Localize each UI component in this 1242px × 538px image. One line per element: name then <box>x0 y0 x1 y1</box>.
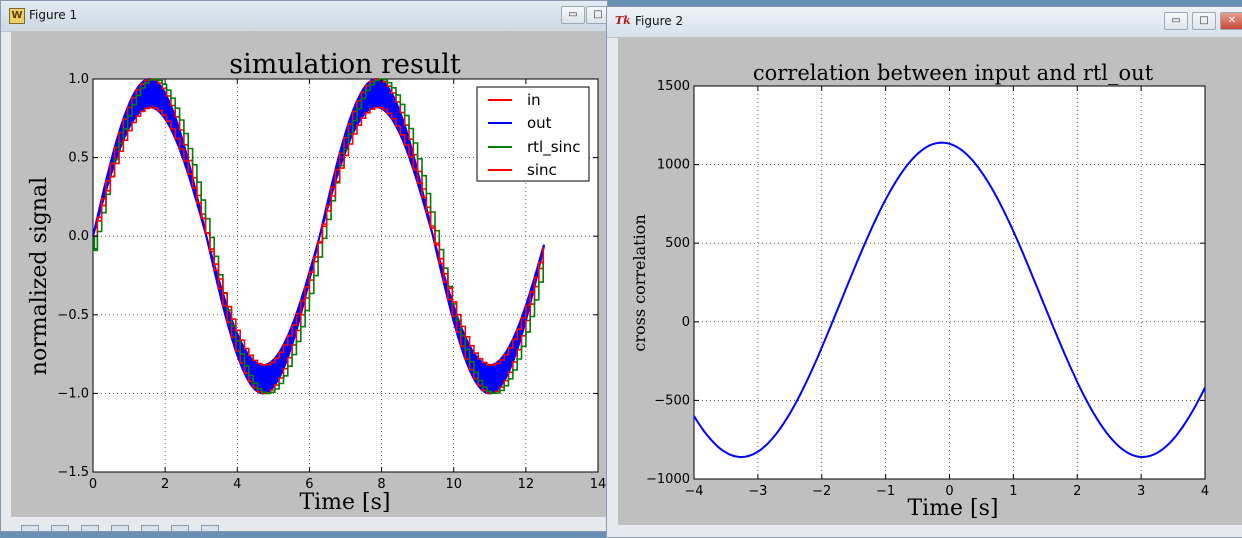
x-tick-label: 1 <box>1009 484 1017 499</box>
y-tick-label: 500 <box>665 236 690 251</box>
series-sinc-line <box>93 106 544 366</box>
grid-lines <box>694 86 1205 479</box>
y-tick-label: 1500 <box>657 79 690 94</box>
legend-box <box>476 86 590 182</box>
series-out-band <box>92 78 545 395</box>
legend-label-out: out <box>527 114 552 132</box>
y-tick-label: 1000 <box>657 158 690 173</box>
x-tick-label: 14 <box>590 477 607 492</box>
forward-icon[interactable] <box>81 525 99 531</box>
x-tick-label: −4 <box>684 484 703 499</box>
y-tick-label: −1000 <box>646 472 690 487</box>
figure-2-titlebar[interactable]: Tk Figure 2 ▭ □ ✕ <box>607 7 1242 38</box>
y-tick-label: 0 <box>682 315 690 330</box>
x-tick-label: 8 <box>377 477 385 492</box>
x-tick-label: 2 <box>161 477 169 492</box>
correlation-plot: −4 −3 −2 −1 0 1 2 3 4 1500 1000 500 0 −500 −1000 corre… <box>630 61 1209 521</box>
legend: in out rtl_sinc sinc <box>476 86 590 182</box>
x-tick-label: 4 <box>233 477 241 492</box>
x-tick-label: 12 <box>518 477 535 492</box>
x-tick-label: 4 <box>1201 484 1209 499</box>
zoom-icon[interactable] <box>141 525 159 531</box>
axis-ticks: 0 2 4 6 8 10 12 14 1.0 0.5 0.0 −0.5 −1.0 −1.5 <box>57 72 606 492</box>
y-tick-label: 0.0 <box>68 229 89 244</box>
y-tick-label: −1.0 <box>57 386 89 401</box>
x-tick-label: 3 <box>1137 484 1145 499</box>
window-title: Figure 1 <box>29 8 78 22</box>
close-button[interactable]: ✕ <box>1220 12 1242 30</box>
plot-title: simulation result <box>229 49 461 80</box>
y-tick-label: −0.5 <box>57 308 89 323</box>
simulation-plot: 0 2 4 6 8 10 12 14 1.0 0.5 0.0 −0.5 −1.0 −1.5 simulat… <box>27 49 606 515</box>
y-tick-label: 0.5 <box>68 151 89 166</box>
y-tick-label: −1.5 <box>57 465 89 480</box>
correlation-line-group <box>693 141 1206 459</box>
axis-ticks: −4 −3 −2 −1 0 1 2 3 4 1500 1000 500 0 −500 −1000 <box>646 79 1209 499</box>
tk-app-icon: Tk <box>615 14 631 27</box>
x-tick-label: 10 <box>445 477 462 492</box>
legend-label-sinc: sinc <box>527 161 557 179</box>
y-tick-label: 1.0 <box>68 72 89 87</box>
legend-label-rtl-sinc: rtl_sinc <box>527 138 580 157</box>
y-axis-label: cross correlation <box>630 214 649 351</box>
minimize-button[interactable]: ▭ <box>1164 12 1188 30</box>
figure-1-canvas[interactable]: 0 2 4 6 8 10 12 14 1.0 0.5 0.0 −0.5 −1.0 −1.5 simulat… <box>11 31 607 517</box>
legend-label-in: in <box>527 91 541 109</box>
x-tick-label: −1 <box>876 484 895 499</box>
save-icon[interactable] <box>201 525 219 531</box>
matplotlib-app-icon: W <box>9 8 25 24</box>
maximize-button[interactable]: □ <box>586 6 607 24</box>
series-correlation-line <box>693 141 1206 459</box>
plot-title: correlation between input and rtl_out <box>753 61 1154 85</box>
back-icon[interactable] <box>51 525 69 531</box>
x-tick-label: 6 <box>305 477 313 492</box>
x-tick-label: 2 <box>1073 484 1081 499</box>
y-axis-label: normalized signal <box>27 177 52 375</box>
figure-2-window: Tk Figure 2 ▭ □ ✕ −4 −3 −2 −1 0 1 2 3 4 1500 1000 5… <box>606 6 1242 538</box>
window-title: Figure 2 <box>635 14 684 28</box>
home-icon[interactable] <box>21 525 39 531</box>
pan-icon[interactable] <box>111 525 129 531</box>
x-tick-label: 0 <box>89 477 97 492</box>
subplots-icon[interactable] <box>171 525 189 531</box>
maximize-button[interactable]: □ <box>1192 12 1216 30</box>
navigation-toolbar <box>11 517 607 531</box>
y-tick-label: −500 <box>654 393 690 408</box>
figure-1-titlebar[interactable]: W Figure 1 ▭ □ <box>1 1 607 32</box>
x-axis-label: Time [s] <box>299 490 390 515</box>
minimize-button[interactable]: ▭ <box>561 6 585 24</box>
signal-lines <box>92 78 545 395</box>
x-tick-label: 0 <box>945 484 953 499</box>
figure-1-window: W Figure 1 ▭ □ 0 2 4 6 8 10 12 14 1.0 0.5 0.0 −0.5 −… <box>0 0 608 532</box>
x-axis-label: Time [s] <box>907 496 998 521</box>
figure-2-canvas[interactable]: −4 −3 −2 −1 0 1 2 3 4 1500 1000 500 0 −500 −1000 corre… <box>618 37 1242 525</box>
series-rtl-sinc-start <box>93 233 99 250</box>
x-tick-label: −3 <box>748 484 767 499</box>
x-tick-label: −2 <box>812 484 831 499</box>
